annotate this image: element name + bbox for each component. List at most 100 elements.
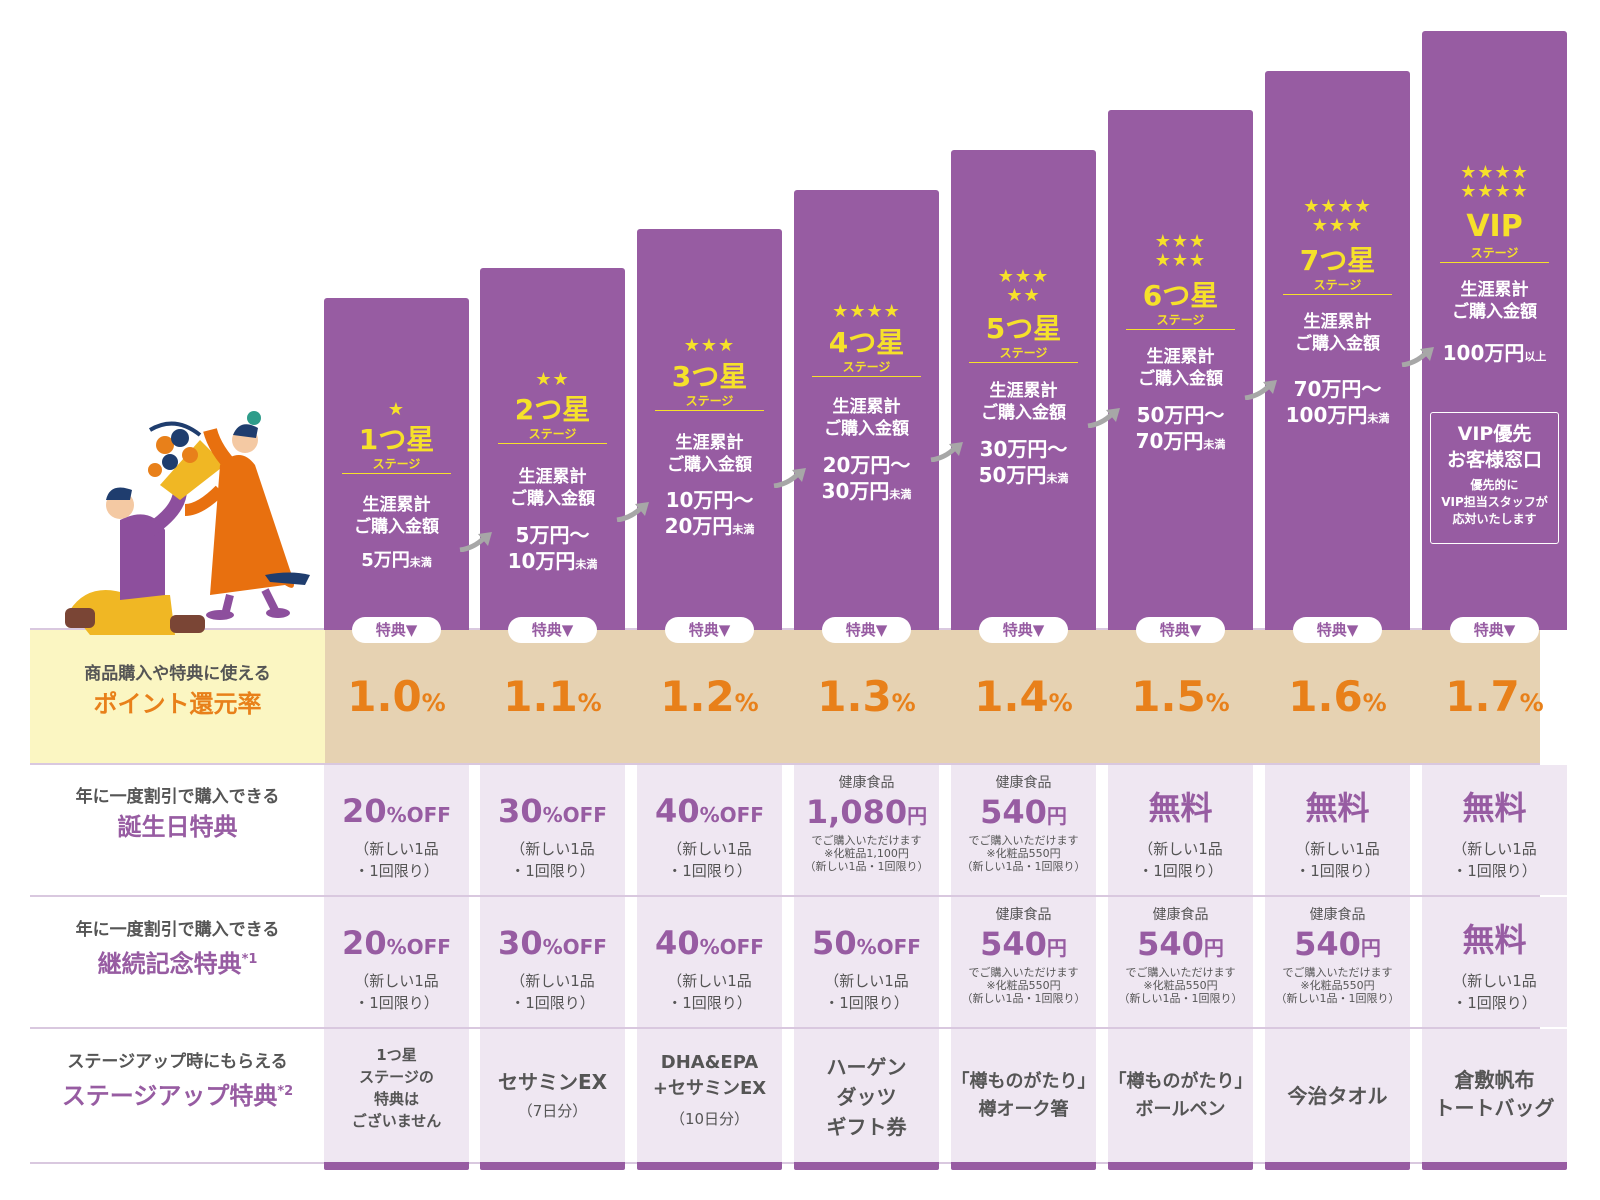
- birthday-unit: %OFF: [386, 803, 451, 827]
- benefit-button[interactable]: 特典▼: [979, 617, 1068, 643]
- anniversary-kind: 健康食品: [1309, 907, 1366, 923]
- stageup-gift: セサミンEX: [497, 1070, 608, 1094]
- gift-line-2: 樽オーク箸: [978, 1099, 1069, 1120]
- tower-base: [480, 1162, 625, 1170]
- lifetime-label-1: 生涯累計: [362, 495, 431, 515]
- lifetime-label-2: ご購入金額: [1138, 369, 1223, 389]
- anniversary-value: 540: [1294, 925, 1361, 963]
- star-icons: ★: [387, 399, 406, 420]
- benefit-button[interactable]: 特典▼: [352, 617, 441, 643]
- birthday-cell: [1422, 765, 1567, 895]
- stage-name: 4つ星: [828, 326, 905, 359]
- birthday-limit: （新しい1品 ・1回限り）: [1265, 838, 1410, 882]
- step-arrow-icon: [459, 532, 492, 552]
- star-icons: ★★★★ ★★★★: [1422, 163, 1567, 201]
- tower-base: [794, 1162, 939, 1170]
- stageup-cell: [1265, 1029, 1410, 1162]
- benefit-button[interactable]: 特典▼: [822, 617, 911, 643]
- stage-underline: [1440, 262, 1549, 263]
- stage-suffix: ステージ: [1313, 278, 1362, 292]
- anniversary-value: 540: [1137, 925, 1204, 963]
- birthday-cell: [324, 765, 469, 895]
- anniversary-limit: （新しい1品 ・1回限り）: [794, 970, 939, 1014]
- star-row-2: ★★★: [1311, 215, 1364, 236]
- limit-2: ・1回限り）: [667, 862, 752, 880]
- amount-value: 5万円: [361, 550, 410, 571]
- gift-line-3: ギフト券: [826, 1115, 907, 1139]
- step-arrow-icon: [930, 442, 963, 462]
- amount-suffix: 未満: [889, 488, 912, 501]
- limit-2: ・1回限り）: [1138, 862, 1223, 880]
- stage-underline: [969, 362, 1078, 363]
- anniversary-discount: 30%OFF: [480, 925, 625, 965]
- rate-unit: %: [577, 689, 602, 717]
- point-rate: 1.7%: [1422, 672, 1567, 728]
- anniversary-discount: 50%OFF: [794, 925, 939, 965]
- benefit-button[interactable]: 特典▼: [665, 617, 754, 643]
- amount: 70万円～ 100万円未満: [1265, 376, 1410, 432]
- stageup-cell: [1422, 1029, 1567, 1162]
- gift-line-2: トートバッグ: [1434, 1096, 1555, 1120]
- star-row-2: ★★: [1006, 285, 1041, 306]
- benefit-button[interactable]: 特典▼: [508, 617, 597, 643]
- anniversary-price: 540円: [1108, 926, 1253, 966]
- rate-value: 1.3: [817, 672, 892, 721]
- point-rate: 1.5%: [1108, 672, 1253, 728]
- vip-desc-1: 優先的に: [1470, 478, 1519, 492]
- cosme-price: ※化粧品550円: [986, 979, 1061, 992]
- limit-2: ・1回限り）: [354, 994, 439, 1012]
- left-label-bg: [30, 765, 325, 1162]
- rate-unit: %: [1205, 689, 1230, 717]
- lifetime-label-1: 生涯累計: [1460, 280, 1529, 300]
- rate-value: 1.5: [1131, 672, 1206, 721]
- row-header-stageup-top: ステージアップ時にもらえる: [67, 1052, 288, 1072]
- cosme-limit: （新しい1品・1回限り）: [1275, 992, 1400, 1005]
- stage-tower: [1265, 71, 1410, 630]
- birthday-value: 1,080: [805, 793, 908, 831]
- anniversary-limit: （新しい1品 ・1回限り）: [480, 970, 625, 1014]
- stageup-gift: 1つ星 ステージの 特典は ございません: [324, 1044, 469, 1132]
- stage-underline: [655, 410, 764, 411]
- amount: 30万円～ 50万円未満: [951, 436, 1096, 492]
- gift-line-2: ボールペン: [1135, 1099, 1226, 1120]
- limit-1: （新しい1品: [1452, 972, 1537, 990]
- lifetime-label: 生涯累計 ご購入金額: [324, 494, 469, 538]
- lifetime-label: 生涯累計 ご購入金額: [480, 466, 625, 510]
- rate-unit: %: [1048, 689, 1073, 717]
- limit-2: ・1回限り）: [510, 862, 595, 880]
- stage-suffix: ステージ: [685, 394, 734, 408]
- row-header-stageup: ステージアップ時にもらえる ステージアップ特典*2: [30, 1050, 325, 1114]
- amount-value-2: 50万円: [978, 463, 1047, 487]
- point-rate: 1.1%: [480, 672, 625, 728]
- vip-title-1: VIP優先: [1457, 423, 1532, 445]
- cosme-limit: （新しい1品・1回限り）: [804, 860, 929, 873]
- divider-top: [30, 628, 1540, 630]
- anniversary-unit: 円: [1046, 936, 1067, 960]
- birthday-cell: [1265, 765, 1410, 895]
- benefit-button[interactable]: 特典▼: [1293, 617, 1382, 643]
- birthday-fine: でご購入いただけます ※化粧品550円 （新しい1品・1回限り）: [951, 834, 1096, 873]
- lifetime-label: 生涯累計 ご購入金額: [637, 432, 782, 476]
- birthday-cell: [480, 765, 625, 895]
- benefit-button[interactable]: 特典▼: [1136, 617, 1225, 643]
- benefit-button[interactable]: 特典▼: [1450, 617, 1539, 643]
- stage-tower: [637, 229, 782, 630]
- amount-value-2: 70万円: [1135, 429, 1204, 453]
- birthday-unit: 円: [1046, 804, 1067, 828]
- couple-illustration: [65, 411, 310, 635]
- divider-rate: [30, 763, 1540, 765]
- tower-base: [1422, 1162, 1567, 1170]
- birthday-kind: 健康食品: [995, 775, 1052, 791]
- lifetime-label: 生涯累計 ご購入金額: [951, 380, 1096, 424]
- birthday-value: 40: [655, 792, 700, 830]
- gift-line-4: ございません: [351, 1112, 442, 1130]
- amount-value: 20万円～: [822, 453, 911, 477]
- stage-suffix: ステージ: [1156, 313, 1205, 327]
- stage-tower: [951, 150, 1096, 630]
- star-row-2: ★★★★: [1460, 181, 1529, 202]
- amount: 20万円～ 30万円未満: [794, 452, 939, 508]
- anniversary-unit: %OFF: [699, 935, 764, 959]
- limit-2: ・1回限り）: [354, 862, 439, 880]
- anniversary-price: 540円: [951, 926, 1096, 966]
